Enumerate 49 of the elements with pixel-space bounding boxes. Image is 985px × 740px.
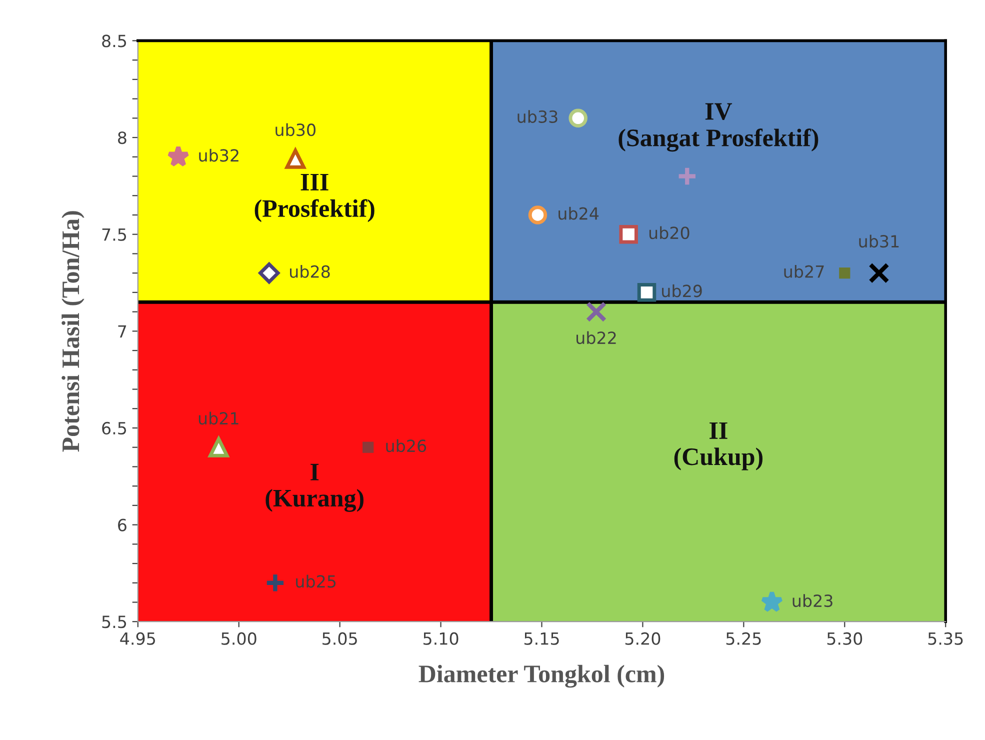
series-label: ub27 (784, 264, 824, 278)
x-tick-label: 4.95 (120, 632, 155, 645)
x-tick-label: 5.10 (424, 632, 458, 645)
x-tick-label: 5.00 (222, 632, 256, 645)
series-label: ub29 (662, 284, 702, 298)
y-tick-label: 5.5 (102, 616, 126, 628)
series-label: ub23 (792, 594, 832, 608)
y-tick-label: 8 (118, 131, 126, 144)
y-tick-label: 6.5 (102, 422, 126, 435)
point (637, 283, 656, 302)
y-tick-label: 6 (118, 518, 126, 532)
x-tick-label: 5.25 (726, 632, 761, 645)
series-label: ub33 (518, 110, 558, 123)
series-label: ub24 (558, 206, 599, 220)
band-label: III (Prosfektif) (254, 174, 374, 222)
series-label: ub28 (290, 264, 330, 278)
y-axis-title: Potensi Hasil (Ton/Ha) (62, 211, 84, 452)
x-tick-label: 5.30 (827, 632, 862, 645)
point (868, 262, 890, 284)
point (619, 224, 638, 244)
point (586, 301, 607, 322)
band-label: II (Cukup) (674, 422, 762, 470)
x-tick-label: 5.20 (625, 632, 660, 645)
point (528, 206, 548, 224)
series-label: ub25 (296, 574, 336, 588)
band-label: IV (Sangat Prosfektif) (618, 103, 818, 152)
band-label: I (Kurang) (266, 464, 364, 512)
series-label: ub26 (386, 439, 426, 452)
series-label: ub32 (199, 148, 238, 162)
x-tick-label: 5.05 (322, 632, 357, 645)
point (839, 268, 850, 279)
y-tick-label: 8.5 (102, 34, 126, 48)
point (568, 108, 588, 128)
point (208, 437, 229, 458)
y-tick-label: 7.5 (102, 228, 126, 241)
series-label: ub22 (576, 331, 616, 344)
x-tick-label: 5.15 (524, 632, 559, 645)
x-axis-title: Diameter Tongkol (cm) (418, 664, 664, 688)
point (166, 145, 190, 167)
point (285, 148, 306, 169)
y-tick-label: 7 (118, 325, 126, 338)
point (362, 442, 374, 453)
series-label: ub21 (198, 412, 238, 425)
point (760, 590, 784, 612)
x-tick-label: 5.35 (928, 632, 963, 645)
series-label: ub31 (859, 234, 899, 248)
series-label: ub30 (276, 123, 316, 136)
point (258, 262, 280, 284)
series-label: ub20 (649, 226, 690, 240)
